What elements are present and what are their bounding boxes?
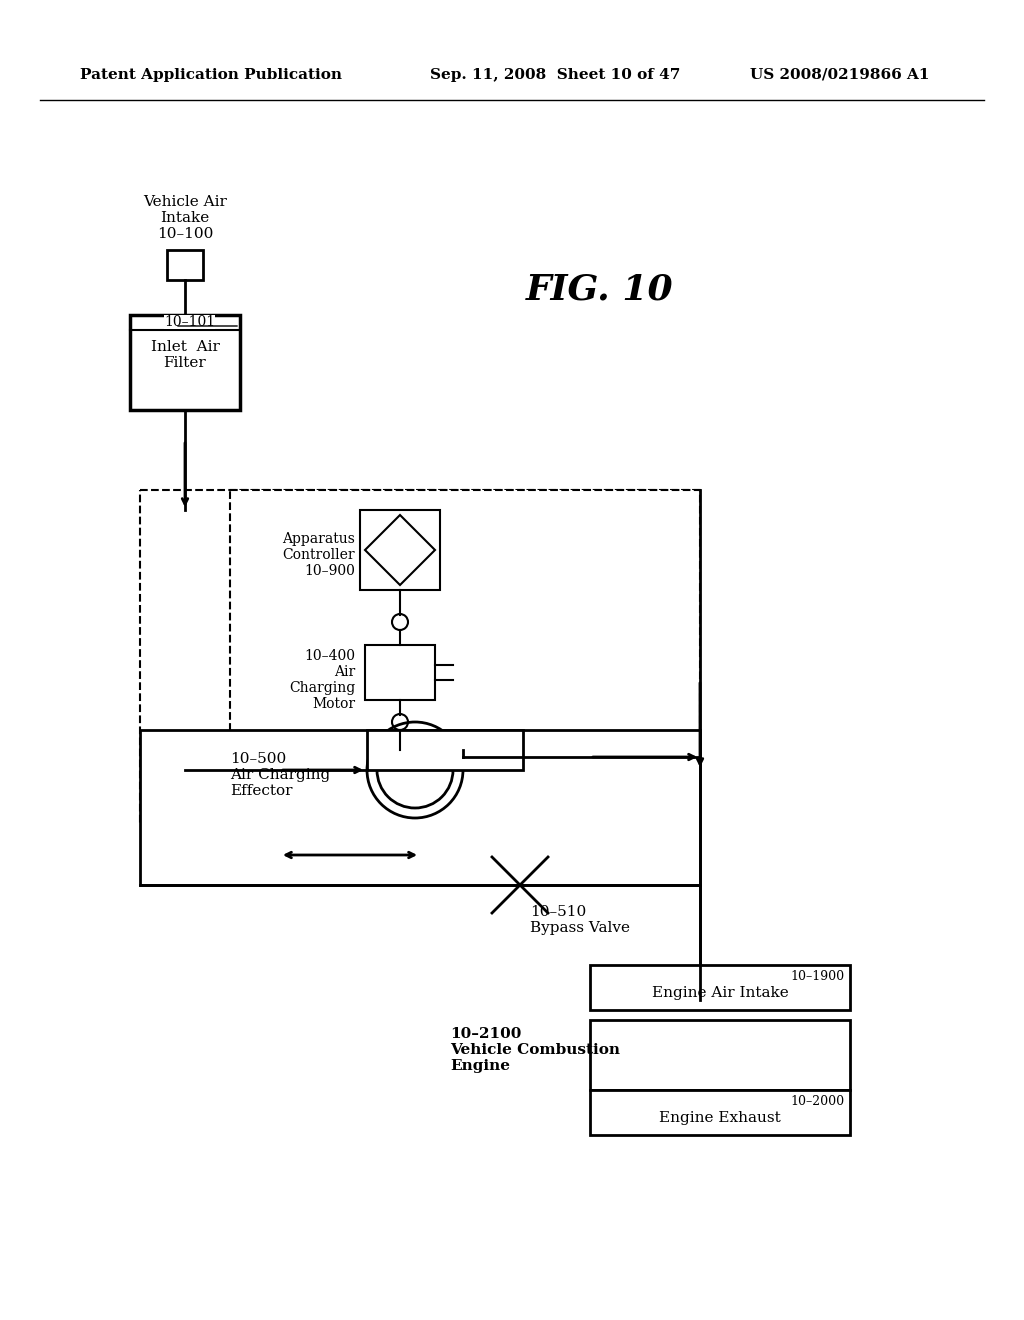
- Bar: [590, 965, 850, 1010]
- Text: 10–500
Air Charging
Effector: 10–500 Air Charging Effector: [230, 752, 331, 799]
- Text: Apparatus
Controller
10–900: Apparatus Controller 10–900: [283, 532, 355, 578]
- Bar: [360, 510, 440, 590]
- Text: Inlet  Air
Filter: Inlet Air Filter: [151, 339, 219, 370]
- Text: US 2008/0219866 A1: US 2008/0219866 A1: [750, 69, 930, 82]
- Bar: [230, 490, 700, 825]
- Bar: [367, 730, 523, 770]
- Text: Engine Air Intake: Engine Air Intake: [651, 986, 788, 1001]
- Text: Engine Exhaust: Engine Exhaust: [659, 1111, 781, 1125]
- Bar: [140, 490, 700, 825]
- Circle shape: [377, 733, 453, 808]
- Bar: [140, 730, 700, 884]
- Text: 10–510
Bypass Valve: 10–510 Bypass Valve: [530, 906, 630, 935]
- Bar: [167, 249, 203, 280]
- Text: Sep. 11, 2008  Sheet 10 of 47: Sep. 11, 2008 Sheet 10 of 47: [430, 69, 680, 82]
- Text: 10–400
Air
Charging
Motor: 10–400 Air Charging Motor: [289, 648, 355, 711]
- Text: 10–2100
Vehicle Combustion
Engine: 10–2100 Vehicle Combustion Engine: [450, 1027, 620, 1073]
- Bar: [590, 1020, 850, 1090]
- Bar: [590, 1090, 850, 1135]
- Text: 10–2000: 10–2000: [791, 1096, 845, 1107]
- Text: FIG. 10: FIG. 10: [526, 273, 674, 308]
- Text: Vehicle Air
Intake
10–100: Vehicle Air Intake 10–100: [143, 195, 227, 242]
- Text: 10–1900: 10–1900: [791, 970, 845, 983]
- Bar: [365, 645, 435, 700]
- Bar: [130, 315, 240, 411]
- Text: 10–101: 10–101: [164, 315, 215, 329]
- Text: Patent Application Publication: Patent Application Publication: [80, 69, 342, 82]
